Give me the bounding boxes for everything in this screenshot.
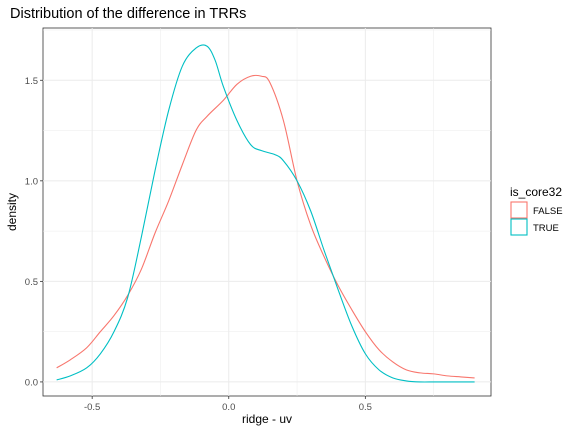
chart-title: Distribution of the difference in TRRs <box>10 6 246 22</box>
y-tick-label: 0.5 <box>25 277 38 288</box>
series-line-true <box>56 44 475 383</box>
series-layer <box>56 44 475 383</box>
y-tick-label: 1.5 <box>25 76 38 87</box>
legend-key-true <box>510 218 528 236</box>
legend-key-false <box>510 201 528 219</box>
legend-label-true: TRUE <box>533 223 559 234</box>
y-axis-label: density <box>5 193 19 231</box>
y-tick-label: 0.0 <box>25 377 38 388</box>
legend: is_core32 FALSE TRUE <box>510 185 563 236</box>
x-tick-label: 0.5 <box>359 402 372 413</box>
x-tick-label: 0.0 <box>222 402 235 413</box>
legend-label-false: FALSE <box>533 206 563 217</box>
legend-items: FALSE TRUE <box>510 201 563 236</box>
x-tick-label: -0.5 <box>84 402 100 413</box>
y-axis-ticks: 0.0 0.5 1.0 1.5 <box>25 76 43 388</box>
x-axis-ticks: -0.5 0.0 0.5 <box>84 396 372 413</box>
legend-title: is_core32 <box>510 185 562 199</box>
y-tick-label: 1.0 <box>25 176 38 187</box>
grid-lines <box>43 28 491 396</box>
x-axis-label: ridge - uv <box>242 412 292 426</box>
plot-panel <box>42 27 492 397</box>
